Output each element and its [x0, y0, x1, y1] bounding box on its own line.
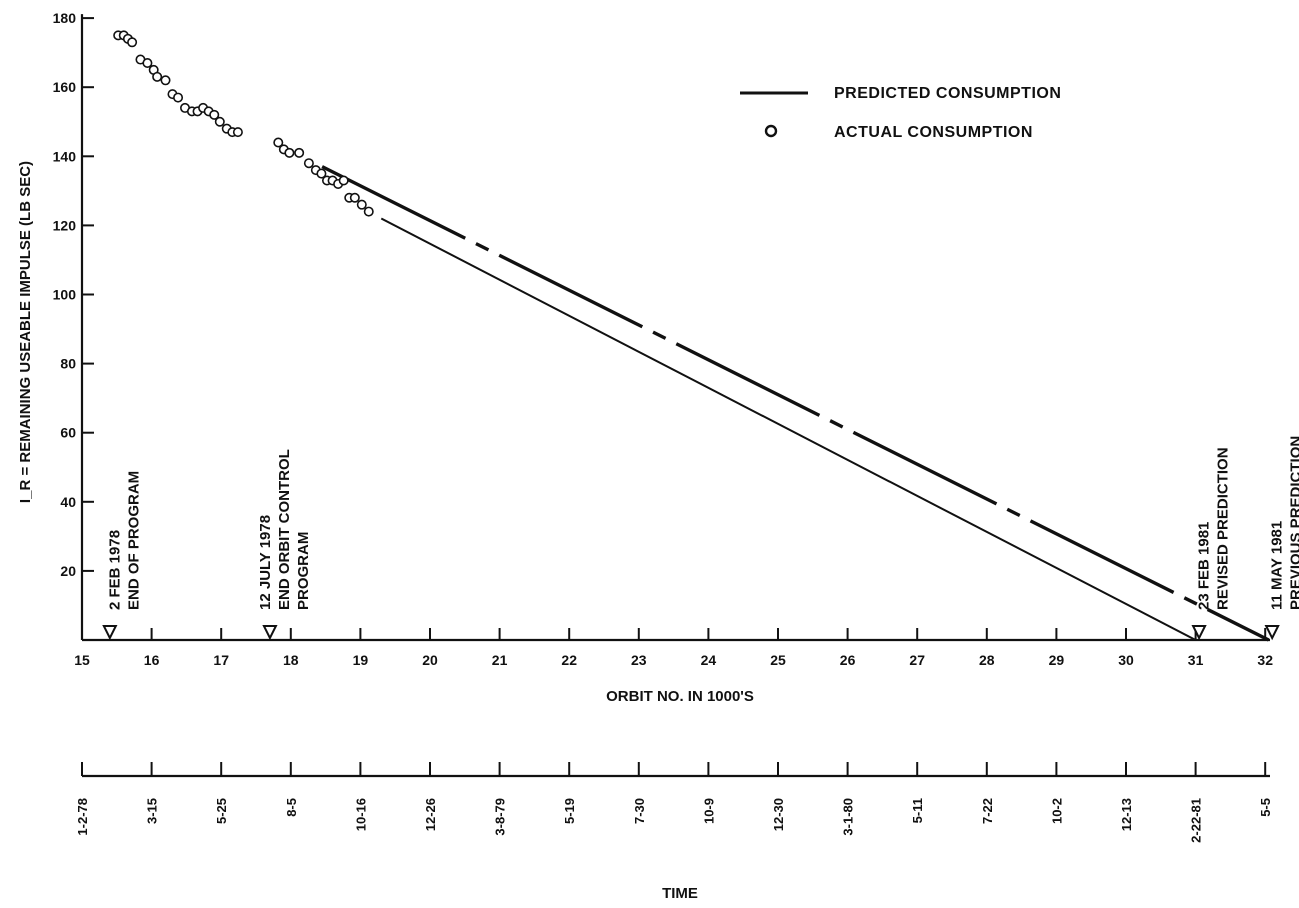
actual-consumption-point	[303, 158, 314, 169]
x-tick-label: 18	[283, 652, 299, 668]
legend-actual-label: ACTUAL CONSUMPTION	[834, 124, 1033, 141]
actual-consumption-point	[349, 192, 360, 203]
event-triangle-marker	[262, 625, 278, 641]
actual-consumption-point	[160, 75, 171, 86]
time-tick-label: 10-16	[353, 798, 368, 831]
x-tick-label: 30	[1118, 652, 1134, 668]
time-tick-label: 8-5	[284, 798, 299, 817]
time-tick-label: 1-2-78	[75, 798, 90, 836]
actual-consumption-point	[273, 137, 284, 148]
time-tick-label: 12-13	[1119, 798, 1134, 831]
event-markers: 2 FEB 1978 END OF PROGRAM 12 JULY 1978 END …	[102, 436, 1299, 641]
legend-predicted-label: PREDICTED CONSUMPTION	[834, 85, 1061, 102]
y-tick-label: 120	[53, 217, 77, 233]
x-tick-label: 15	[74, 652, 90, 668]
y-tick-label: 140	[53, 148, 77, 164]
time-tick-label: 5-5	[1258, 798, 1273, 817]
y-tick-label: 40	[60, 494, 76, 510]
actual-consumption-point	[338, 175, 349, 186]
actual-consumption-points	[113, 30, 374, 217]
x-tick-label: 28	[979, 652, 995, 668]
time-axis-title: TIME	[662, 885, 698, 902]
y-tick-label: 180	[53, 10, 77, 26]
y-axis-title: I_R = REMAINING USEABLE IMPULSE (LB SEC)	[17, 161, 34, 503]
actual-consumption-point	[232, 127, 243, 138]
actual-consumption-point	[356, 199, 367, 210]
actual-consumption-point	[209, 109, 220, 120]
actual-consumption-point	[294, 147, 305, 158]
x-tick-label: 21	[492, 652, 508, 668]
event-label-line: 23 FEB 1981	[1196, 522, 1213, 610]
event-label-line: REVISED PREDICTION	[1215, 447, 1232, 610]
actual-consumption-point	[316, 168, 327, 179]
time-tick-label: 3-8-79	[493, 798, 508, 836]
y-tick-label: 80	[60, 356, 76, 372]
time-tick-label: 10-9	[701, 798, 716, 824]
actual-consumption-point	[284, 147, 295, 158]
event-triangle-marker	[102, 625, 118, 641]
event-label-line: PROGRAM	[295, 532, 312, 610]
time-tick-label: 12-30	[771, 798, 786, 831]
x-tick-label: 19	[353, 652, 369, 668]
actual-consumption-point	[363, 206, 374, 217]
x-tick-label: 17	[213, 652, 229, 668]
time-tick-label: 2-22-81	[1189, 798, 1204, 843]
actual-consumption-point	[173, 92, 184, 103]
time-tick-label: 7-30	[632, 798, 647, 824]
x-axis-ticks: 15 16 17 18 19 20 21 22 23 24 25 26 27 28 29 30 31 32	[74, 628, 1273, 668]
y-tick-label: 20	[60, 563, 76, 579]
event-label-line: 12 JULY 1978	[257, 515, 274, 610]
x-tick-label: 31	[1188, 652, 1204, 668]
y-tick-label: 100	[53, 287, 77, 303]
time-tick-label: 12-26	[423, 798, 438, 831]
x-axis-title: ORBIT NO. IN 1000'S	[606, 688, 754, 705]
x-tick-label: 20	[422, 652, 438, 668]
event-label-line: END ORBIT CONTROL	[276, 449, 293, 610]
event-label-line: 11 MAY 1981	[1269, 521, 1286, 610]
actual-consumption-point	[152, 71, 163, 82]
legend: PREDICTED CONSUMPTION ACTUAL CONSUMPTION	[740, 85, 1061, 141]
x-tick-label: 32	[1257, 652, 1273, 668]
time-tick-label: 5-25	[214, 798, 229, 824]
event-triangle-marker	[1191, 625, 1207, 641]
time-tick-label: 5-19	[562, 798, 577, 824]
y-tick-label: 160	[53, 79, 77, 95]
actual-consumption-point	[214, 116, 225, 127]
actual-consumption-point	[127, 37, 138, 48]
x-tick-label: 25	[770, 652, 786, 668]
event-label-line: END OF PROGRAM	[125, 471, 142, 610]
time-tick-label: 3-15	[145, 798, 160, 824]
time-tick-label: 3-1-80	[841, 798, 856, 836]
chart-axes	[80, 14, 1270, 642]
x-tick-label: 22	[561, 652, 577, 668]
event-triangle-marker	[1264, 625, 1280, 641]
time-tick-label: 7-22	[980, 798, 995, 824]
x-tick-label: 27	[909, 652, 925, 668]
time-tick-label: 10-2	[1049, 798, 1064, 824]
predicted-line-revised	[380, 217, 1197, 641]
event-label-line: PREVIOUS PREDICTION	[1288, 436, 1299, 610]
y-tick-label: 60	[60, 425, 76, 441]
y-axis-ticks: 20 40 60 80 100 120 140 160 180	[53, 10, 94, 579]
event-label-line: 2 FEB 1978	[106, 530, 123, 610]
predicted-line-previous	[321, 165, 1270, 642]
actual-consumption-point	[142, 58, 153, 69]
time-tick-label: 5-11	[910, 798, 925, 823]
x-tick-label: 26	[840, 652, 856, 668]
legend-actual-marker	[764, 124, 778, 138]
x-tick-label: 29	[1049, 652, 1065, 668]
x-tick-label: 24	[701, 652, 717, 668]
x-tick-label: 23	[631, 652, 647, 668]
x-tick-label: 16	[144, 652, 160, 668]
time-axis: 1-2-78 3-15 5-25 8-5 10-16 12-26 3-8-79 5-19 7-3…	[75, 762, 1273, 843]
predicted-consumption-series	[321, 165, 1270, 642]
